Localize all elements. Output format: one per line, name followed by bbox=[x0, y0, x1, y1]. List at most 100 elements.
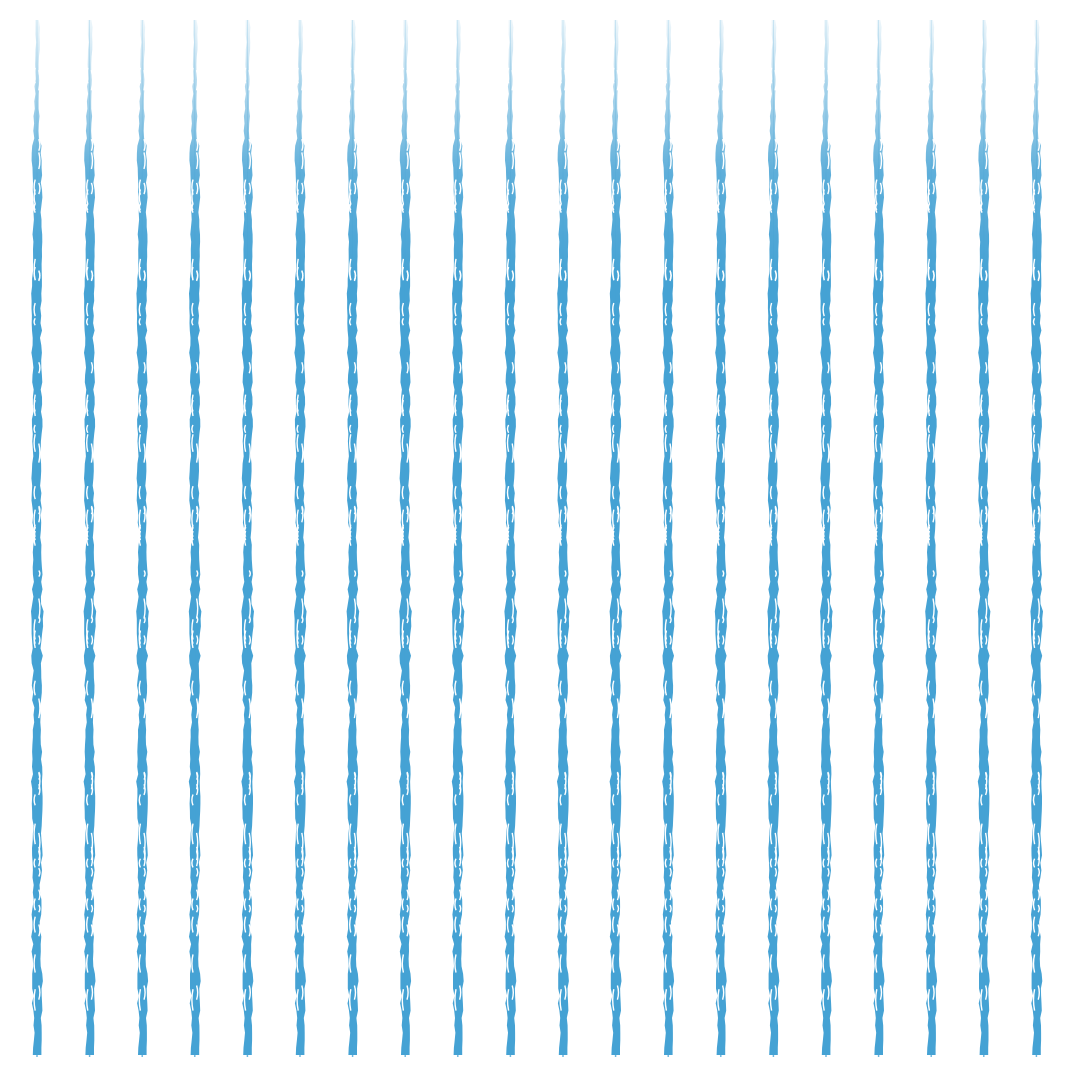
brush-texture-notch bbox=[927, 179, 931, 195]
brush-texture-notch bbox=[38, 361, 41, 374]
brush-texture-notch bbox=[879, 507, 883, 523]
brush-texture-notch bbox=[827, 904, 830, 913]
brush-texture-notch bbox=[349, 823, 352, 845]
brush-texture-notch bbox=[191, 954, 194, 973]
brush-texture-notch bbox=[191, 619, 194, 640]
brush-texture-notch bbox=[612, 630, 615, 644]
brush-texture-notch bbox=[243, 317, 247, 326]
brush-texture-notch bbox=[1037, 889, 1040, 901]
brush-texture-notch bbox=[769, 954, 773, 973]
brush-texture-notch bbox=[506, 317, 510, 326]
brush-texture-notch bbox=[406, 771, 409, 780]
brush-texture-notch bbox=[143, 985, 146, 1000]
brush-texture-notch bbox=[616, 69, 620, 91]
brush-texture-notch bbox=[769, 266, 773, 281]
stripe-end-dot bbox=[930, 1055, 933, 1057]
brush-texture-notch bbox=[1037, 924, 1040, 937]
brush-texture-notch bbox=[86, 424, 89, 434]
brush-texture-notch bbox=[511, 138, 514, 152]
brush-texture-notch bbox=[1032, 302, 1036, 317]
brush-texture-notch bbox=[827, 832, 830, 853]
brush-texture-notch bbox=[875, 434, 878, 452]
brush-texture-notch bbox=[458, 152, 462, 170]
brush-texture-notch bbox=[349, 399, 352, 412]
brush-texture-notch bbox=[506, 424, 510, 434]
brush-texture-notch bbox=[721, 443, 725, 463]
brush-texture-notch bbox=[401, 989, 405, 1011]
brush-texture-notch bbox=[454, 399, 457, 412]
brush-texture-notch bbox=[1032, 485, 1036, 500]
brush-texture-notch bbox=[774, 615, 777, 624]
brush-texture-notch bbox=[454, 530, 457, 546]
brush-texture-notch bbox=[980, 302, 983, 317]
brush-texture-notch bbox=[879, 832, 883, 853]
brush-texture-notch bbox=[616, 138, 620, 152]
brush-texture-notch bbox=[769, 434, 773, 452]
brush-texture-notch bbox=[612, 317, 615, 326]
brush-texture-notch bbox=[138, 266, 142, 281]
brush-texture-notch bbox=[616, 904, 620, 913]
brush-texture-notch bbox=[717, 989, 720, 1011]
brush-texture-notch bbox=[980, 179, 983, 195]
brush-texture-notch bbox=[401, 619, 405, 640]
brush-texture-notch bbox=[349, 266, 352, 281]
brush-texture-notch bbox=[143, 615, 146, 624]
brush-texture-notch bbox=[296, 485, 299, 500]
brush-texture-notch bbox=[90, 615, 94, 624]
brush-texture-notch bbox=[927, 954, 931, 973]
brush-texture-notch bbox=[564, 138, 567, 152]
brush-texture-notch bbox=[353, 924, 357, 937]
brush-texture-notch bbox=[243, 434, 247, 452]
brush-texture-notch bbox=[511, 443, 514, 463]
brush-texture-notch bbox=[301, 152, 304, 170]
brush-texture-notch bbox=[664, 954, 668, 973]
brush-texture-notch bbox=[769, 823, 773, 845]
brush-texture-notch bbox=[721, 615, 725, 624]
brush-texture-notch bbox=[721, 138, 725, 152]
brush-texture-notch bbox=[769, 485, 773, 500]
brush-texture-notch bbox=[138, 898, 142, 911]
brush-texture-notch bbox=[927, 989, 931, 1011]
stripe-end-dot bbox=[456, 1055, 459, 1057]
brush-texture-notch bbox=[984, 443, 988, 463]
brush-texture-notch bbox=[454, 898, 457, 911]
brush-texture-notch bbox=[243, 424, 247, 434]
brush-texture-notch bbox=[301, 889, 304, 901]
brush-texture-notch bbox=[248, 152, 251, 170]
brush-texture-notch bbox=[458, 507, 462, 523]
brush-texture-notch bbox=[38, 924, 41, 937]
brush-texture-notch bbox=[301, 867, 304, 877]
brush-texture-notch bbox=[932, 867, 935, 877]
brush-texture-notch bbox=[875, 485, 878, 500]
brush-texture-notch bbox=[564, 570, 567, 578]
brush-texture-notch bbox=[243, 630, 247, 644]
brush-texture-notch bbox=[721, 832, 725, 853]
brush-texture-notch bbox=[721, 771, 725, 780]
brush-texture-notch bbox=[717, 424, 720, 434]
brush-texture-notch bbox=[1037, 507, 1040, 523]
brush-texture-notch bbox=[927, 266, 931, 281]
brush-texture-notch bbox=[33, 434, 36, 452]
brush-texture-notch bbox=[774, 867, 777, 877]
brush-texture-notch bbox=[506, 434, 510, 452]
brush-texture-notch bbox=[564, 69, 567, 91]
brush-texture-notch bbox=[559, 680, 562, 696]
brush-texture-notch bbox=[717, 302, 720, 317]
brush-texture-notch bbox=[458, 615, 462, 624]
brush-texture-notch bbox=[454, 179, 457, 195]
brush-texture-notch bbox=[879, 635, 883, 645]
brush-texture-notch bbox=[1032, 680, 1036, 696]
brush-texture-notch bbox=[353, 635, 357, 645]
brush-texture-notch bbox=[86, 485, 89, 500]
brush-texture-notch bbox=[33, 203, 36, 214]
brush-texture-notch bbox=[33, 302, 36, 317]
brush-texture-notch bbox=[980, 67, 983, 84]
brush-texture-notch bbox=[774, 832, 777, 853]
brush-texture-notch bbox=[875, 630, 878, 644]
brush-texture-notch bbox=[612, 823, 615, 845]
brush-texture-notch bbox=[827, 507, 830, 523]
brush-texture-notch bbox=[38, 771, 41, 780]
brush-texture-notch bbox=[932, 615, 935, 624]
brush-texture-notch bbox=[349, 916, 352, 933]
